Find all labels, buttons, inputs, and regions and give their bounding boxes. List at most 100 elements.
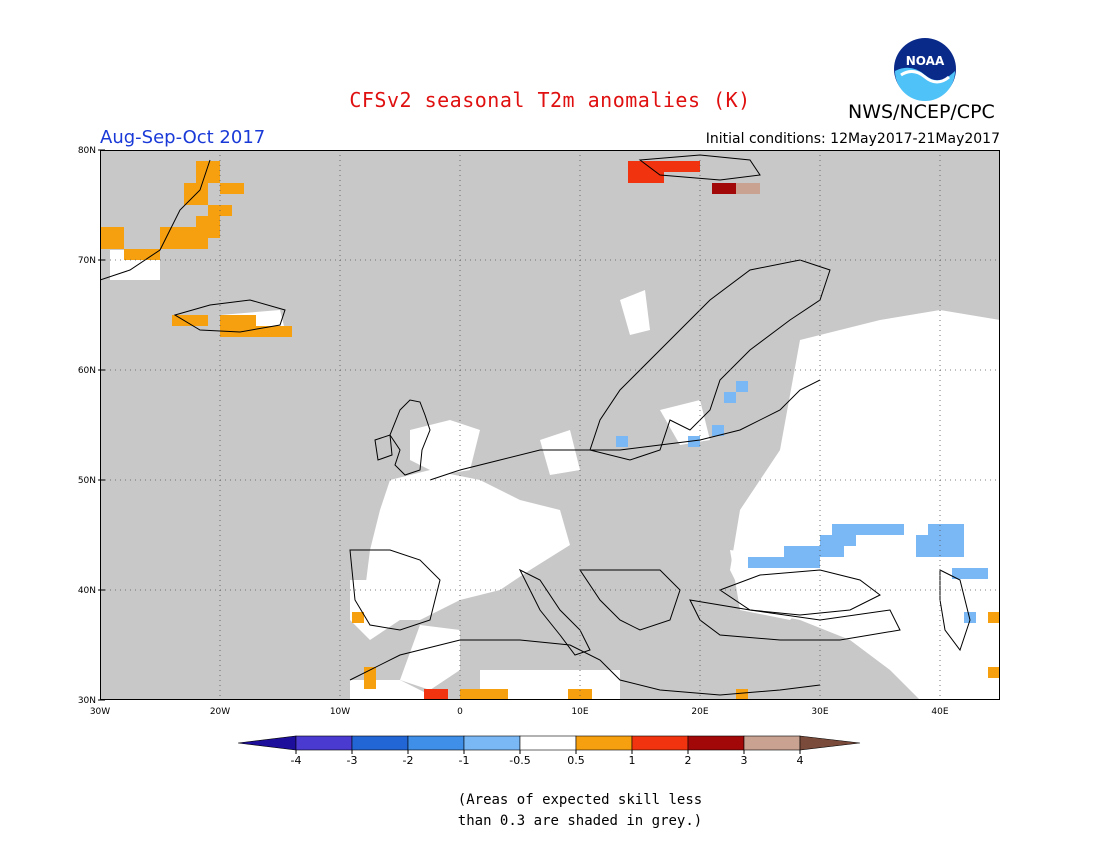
colorbar-label: 2 [685, 754, 692, 767]
anomaly-cell [748, 557, 820, 568]
coastline [518, 568, 591, 656]
anomaly-cell [616, 436, 628, 447]
anomaly-cell [688, 436, 700, 447]
skill-footnote: (Areas of expected skill less than 0.3 a… [457, 792, 703, 829]
colorbar: -4 -3 -2 -1 -0.5 0.5 1 2 3 4 [238, 735, 861, 767]
colorbar-box [687, 735, 745, 751]
anomaly-cell [928, 524, 964, 535]
anomaly-cell [988, 612, 1000, 623]
anomaly-cell [196, 161, 220, 183]
longitude-axis: 30W 20W 10W 0 10E 20E 30E 40E [90, 707, 949, 717]
anomaly-cell [256, 326, 280, 337]
lon-tick-label: 30E [811, 707, 828, 717]
near-normal-area [410, 420, 480, 475]
coastline [374, 434, 393, 461]
colorbar-label: 0.5 [567, 754, 585, 767]
lat-tick-label: 70N [78, 256, 96, 266]
anomaly-cell [220, 315, 256, 337]
coastline [349, 549, 441, 631]
anomaly-cell [820, 535, 856, 546]
lat-tick-label: 80N [78, 146, 96, 156]
lat-tick-label: 60N [78, 366, 96, 376]
lon-tick-label: 20E [691, 707, 708, 717]
colorbar-label: -4 [291, 754, 302, 767]
anomaly-cell [736, 183, 760, 194]
anomaly-cell [280, 326, 292, 337]
colorbar-box [575, 735, 633, 751]
anomaly-cell [424, 689, 448, 700]
anomaly-cell [856, 524, 904, 535]
anomaly-cell [976, 568, 988, 579]
colorbar-max-arrow [799, 735, 861, 751]
anomaly-cell [196, 216, 220, 238]
coastline [579, 569, 681, 631]
anomaly-cell [172, 315, 208, 326]
colorbar-label: -1 [459, 754, 470, 767]
anomaly-cell [460, 689, 484, 700]
coastline [689, 599, 901, 641]
colorbar-min-arrow [238, 735, 297, 751]
initial-conditions: Initial conditions: 12May2017-21May2017 [705, 131, 1000, 147]
lon-tick-label: 30W [90, 707, 110, 717]
map-title: CFSv2 seasonal T2m anomalies (K) [349, 88, 751, 112]
anomaly-cell [352, 612, 364, 623]
anomaly-cell [712, 425, 724, 436]
anomaly-cell [964, 612, 976, 623]
coastline [349, 639, 821, 696]
lon-tick-label: 10W [330, 707, 350, 717]
lon-tick-label: 20W [210, 707, 230, 717]
near-normal-area [620, 290, 650, 335]
anomaly-cell [568, 689, 592, 700]
colorbar-box [407, 735, 465, 751]
lon-tick-label: 10E [571, 707, 588, 717]
anomaly-cell [988, 667, 1000, 678]
anomaly-cell [628, 161, 664, 183]
colorbar-box [295, 735, 353, 751]
coastline [173, 299, 286, 333]
colorbar-box [519, 735, 577, 751]
temperature-anomaly-map [100, 150, 1000, 700]
colorbar-box [351, 735, 409, 751]
anomaly-cell [220, 183, 244, 194]
coastline [389, 399, 431, 476]
lon-tick-label: 40E [931, 707, 948, 717]
anomaly-cell [736, 381, 748, 392]
colorbar-box [743, 735, 801, 751]
anomaly-cell [712, 183, 736, 194]
lat-tick-label: 50N [78, 476, 96, 486]
anomaly-cell [784, 546, 844, 557]
anomaly-cell [952, 568, 976, 579]
lat-tick-label: 40N [78, 586, 96, 596]
colorbar-label: 1 [629, 754, 636, 767]
anomaly-cell [484, 689, 508, 700]
near-normal-area [365, 470, 570, 620]
colorbar-label: -2 [403, 754, 414, 767]
agency-label: NWS/NCEP/CPC [848, 101, 995, 123]
svg-text:NOAA: NOAA [906, 54, 945, 68]
coastline [100, 159, 211, 281]
anomaly-cell [736, 689, 748, 700]
anomaly-cell [364, 667, 376, 689]
anomaly-cell [724, 392, 736, 403]
lat-tick-label: 30N [78, 696, 96, 706]
near-normal-area [400, 625, 460, 690]
coastline [718, 569, 881, 616]
coastline [429, 379, 821, 481]
colorbar-box [463, 735, 521, 751]
near-normal-area [660, 400, 710, 445]
anomaly-cell [664, 161, 700, 172]
colorbar-label: -3 [347, 754, 358, 767]
anomaly-cell [832, 524, 868, 535]
colorbar-box [631, 735, 689, 751]
colorbar-label: -0.5 [509, 754, 530, 767]
anomaly-cell [124, 249, 160, 260]
coastline [589, 259, 831, 461]
lon-tick-label: 0 [457, 707, 463, 717]
near-normal-area [350, 580, 400, 640]
forecast-period: Aug-Sep-Oct 2017 [100, 127, 266, 148]
colorbar-label: 3 [741, 754, 748, 767]
noaa-logo-icon: NOAA [894, 38, 956, 101]
latitude-axis: 80N 70N 60N 50N 40N 30N [78, 146, 105, 706]
colorbar-label: 4 [797, 754, 804, 767]
anomaly-cell [100, 227, 124, 249]
